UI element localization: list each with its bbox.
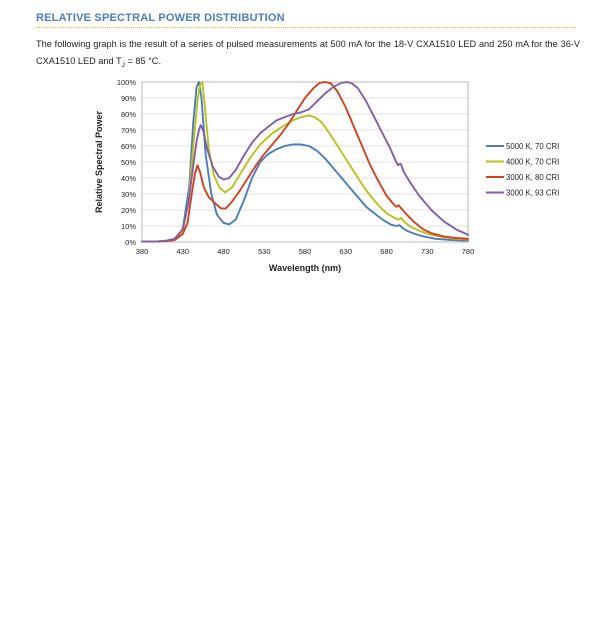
x-tick-label: 730	[421, 247, 434, 256]
intro-text: The following graph is the result of a s…	[36, 39, 580, 66]
y-tick-label: 10%	[121, 222, 136, 231]
intro-text-end: = 85 °C.	[124, 56, 161, 66]
legend-label: 5000 K, 70 CRI	[506, 142, 559, 151]
y-tick-label: 100%	[117, 78, 137, 87]
section-title: RELATIVE SPECTRAL POWER DISTRIBUTION	[36, 12, 285, 24]
intro-paragraph: The following graph is the result of a s…	[36, 36, 580, 74]
y-axis-label: Relative Spectral Power	[94, 110, 104, 213]
legend: 5000 K, 70 CRI 4000 K, 70 CRI 3000 K, 80 C…	[486, 142, 559, 198]
spectral-power-chart: 0% 10% 20% 30% 40% 50% 60% 70% 80% 90% 100% 380 430…	[94, 78, 559, 273]
x-tick-label: 480	[217, 247, 230, 256]
plot-frame	[141, 81, 469, 243]
x-axis-label: Wavelength (nm)	[269, 263, 341, 273]
series-lines	[141, 81, 469, 243]
x-tick-label: 780	[462, 247, 475, 256]
y-tick-label: 50%	[121, 158, 136, 167]
y-tick-label: 80%	[121, 110, 136, 119]
intro-subscript: J	[121, 61, 125, 69]
y-tick-label: 20%	[121, 206, 136, 215]
legend-label: 3000 K, 80 CRI	[506, 173, 559, 182]
y-tick-label: 90%	[121, 94, 136, 103]
y-tick-label: 40%	[121, 174, 136, 183]
x-tick-label: 430	[176, 247, 189, 256]
y-tick-label: 60%	[121, 142, 136, 151]
x-tick-label: 630	[339, 247, 352, 256]
x-tick-label: 580	[299, 247, 312, 256]
series-line	[141, 81, 469, 243]
series-line	[141, 81, 469, 243]
x-tick-label: 530	[258, 247, 271, 256]
series-line	[141, 81, 469, 243]
x-tick-label: 380	[136, 247, 149, 256]
x-tick-label: 680	[380, 247, 393, 256]
title-divider	[36, 27, 576, 28]
x-tick-labels: 380 430 480 530 580 630 680 730 780	[136, 247, 475, 256]
legend-label: 4000 K, 70 CRI	[506, 158, 559, 167]
series-line	[141, 81, 469, 243]
y-tick-label: 0%	[125, 238, 136, 247]
y-tick-label: 30%	[121, 190, 136, 199]
y-tick-label: 70%	[121, 126, 136, 135]
legend-label: 3000 K, 93 CRI	[506, 189, 559, 198]
y-tick-labels: 0% 10% 20% 30% 40% 50% 60% 70% 80% 90% 100%	[117, 78, 137, 247]
